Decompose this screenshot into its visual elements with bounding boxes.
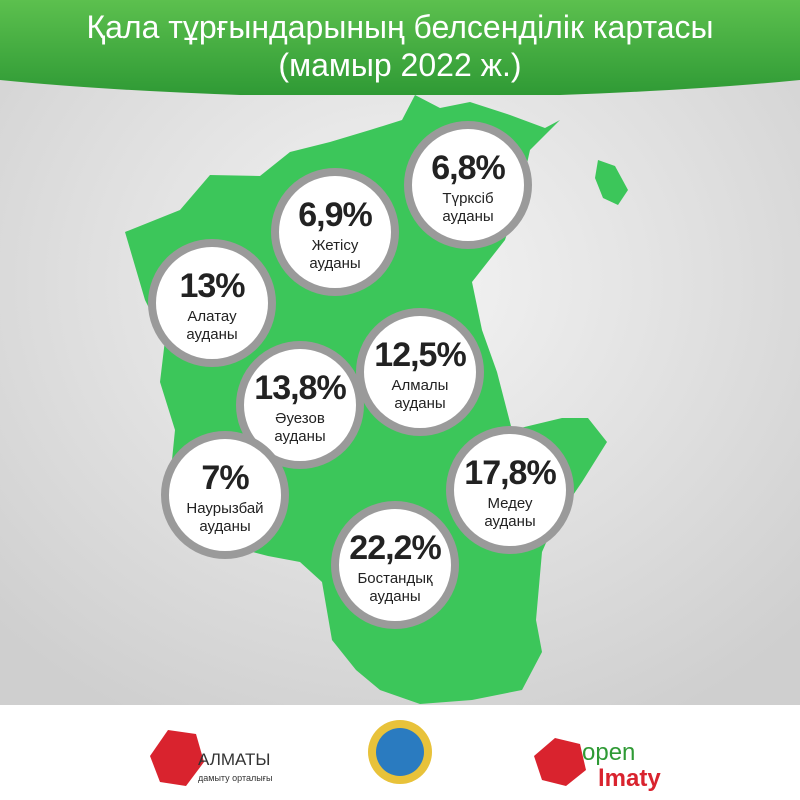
left-logo-icon (150, 730, 204, 786)
left-logo-text: АЛМАТЫ (198, 750, 270, 769)
district-name: ауданы (199, 518, 250, 535)
district-name: ауданы (442, 208, 493, 225)
left-logo-subtext: дамыту орталығы (198, 773, 272, 783)
district-value: 13,8% (254, 369, 346, 407)
district-circle (236, 341, 364, 469)
district-value: 6,8% (431, 149, 505, 187)
map-island (595, 160, 628, 205)
emblem-inner (376, 728, 424, 776)
district-value: 12,5% (374, 336, 466, 374)
district-name: Алмалы (392, 377, 449, 394)
district-name: ауданы (274, 428, 325, 445)
district-circle (161, 431, 289, 559)
district-name: Медеу (487, 495, 533, 512)
district-circle (271, 168, 399, 296)
district-name: ауданы (186, 326, 237, 343)
district-circle (331, 501, 459, 629)
right-logo-icon (534, 738, 586, 786)
district-value: 13% (179, 267, 245, 305)
district-circle (404, 121, 532, 249)
district-value: 17,8% (464, 454, 556, 492)
district-name: Алатау (187, 308, 237, 325)
right-logo-text: lmaty (598, 765, 661, 792)
district-name: ауданы (309, 255, 360, 272)
district-circle (356, 308, 484, 436)
district-name: Әуезов (275, 410, 325, 427)
district-circle (446, 426, 574, 554)
district-circle (148, 239, 276, 367)
header-banner (0, 0, 800, 95)
title-line: (мамыр 2022 ж.) (278, 47, 521, 83)
right-logo-text: open (582, 739, 635, 766)
district-value: 7% (201, 459, 249, 497)
district-name: ауданы (484, 513, 535, 530)
district-name: Наурызбай (186, 500, 263, 517)
title-line: Қала тұрғындарының белсенділік картасы (86, 9, 713, 45)
district-name: Жетісу (312, 237, 359, 254)
district-labels: 6,8%Түрксібауданы6,9%Жетісуауданы13%Алат… (148, 121, 574, 629)
district-value: 22,2% (349, 529, 441, 567)
district-name: Түрксіб (442, 190, 493, 207)
district-name: ауданы (369, 588, 420, 605)
district-value: 6,9% (298, 196, 372, 234)
district-name: Бостандық (357, 570, 433, 587)
district-name: ауданы (394, 395, 445, 412)
